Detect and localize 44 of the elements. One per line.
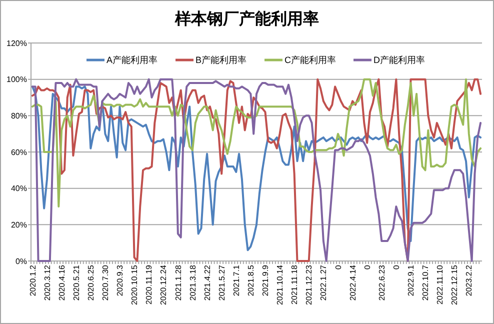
x-tick-label: 2020.5.21 bbox=[72, 264, 81, 301]
x-tick-label: 2020.1.2 bbox=[28, 264, 38, 296]
x-tick-label: 0 bbox=[362, 264, 372, 270]
legend-label: B产能利用率 bbox=[196, 55, 247, 66]
x-tick-label: 2022.9.1 bbox=[406, 264, 416, 296]
x-tick-label: 2022.1.27 bbox=[319, 264, 328, 301]
x-tick-label: 2020.7.30 bbox=[100, 264, 110, 301]
x-tick-label: 2022.4.14 bbox=[348, 264, 358, 301]
x-tick-label: 2020.4.16 bbox=[57, 264, 66, 301]
x-tick-label: 2021.4.22 bbox=[202, 264, 212, 301]
y-tick-label: 40% bbox=[10, 184, 27, 194]
y-tick-label: 20% bbox=[10, 220, 27, 230]
x-tick-label: 2023.2.2 bbox=[464, 264, 474, 296]
y-tick-label: 100% bbox=[6, 75, 27, 84]
legend-label: C产能利用率 bbox=[284, 55, 336, 66]
x-tick-label: 2020.9.3 bbox=[116, 264, 125, 296]
x-tick-label: 2021.9.9 bbox=[261, 264, 270, 296]
x-tick-label: 2022.11.10 bbox=[436, 264, 445, 304]
x-tick-label: 2021.12.23 bbox=[304, 264, 314, 306]
x-tick-label: 2020.11.19 bbox=[144, 264, 154, 304]
x-tick-label: 2020.10.15 bbox=[130, 264, 140, 306]
x-tick-label: 0 bbox=[334, 264, 343, 270]
x-tick-label: 2020.12.24 bbox=[159, 264, 168, 306]
x-tick-label: 2020.6.25 bbox=[86, 264, 96, 301]
x-tick-label: 2020.3.12 bbox=[42, 264, 52, 301]
x-tick-label: 2021.7.1 bbox=[232, 264, 241, 296]
y-tick-label: 0% bbox=[15, 256, 27, 266]
legend-label: D产能利用率 bbox=[374, 55, 425, 66]
line-series bbox=[31, 78, 482, 208]
x-tick-label: 2022.12.15 bbox=[450, 264, 460, 306]
x-tick-label: 2021.1.28 bbox=[174, 264, 183, 301]
chart-title: 样本钢厂产能利用率 bbox=[174, 9, 319, 28]
x-tick-label: 2021.8.5 bbox=[246, 264, 256, 296]
x-tick-label: 2021.5.27 bbox=[217, 264, 226, 301]
y-tick-label: 120% bbox=[6, 38, 27, 48]
x-tick-label: 2021.10.14 bbox=[276, 264, 285, 306]
x-tick-label: 2021.3.18 bbox=[188, 264, 198, 301]
legend-label: A产能利用率 bbox=[106, 55, 158, 66]
y-tick-label: 80% bbox=[10, 111, 27, 120]
x-tick-label: 0 bbox=[392, 264, 401, 270]
x-tick-label: 2022.6.23 bbox=[377, 264, 386, 301]
x-tick-label: 2021.11.18 bbox=[290, 264, 300, 304]
y-tick-label: 60% bbox=[10, 148, 27, 157]
x-tick-label: 2022.10.7 bbox=[421, 264, 430, 301]
